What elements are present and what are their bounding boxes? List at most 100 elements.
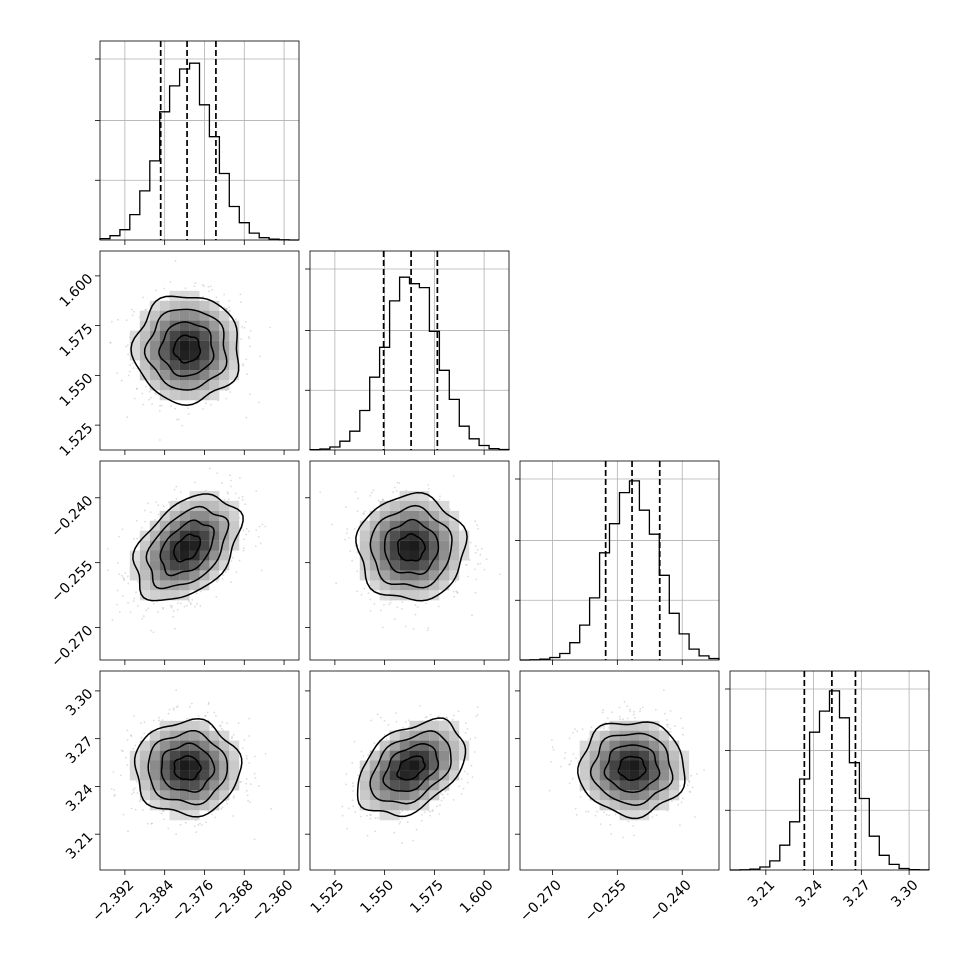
scatter-point — [134, 744, 137, 747]
density-cell — [139, 780, 150, 791]
scatter-point — [189, 590, 192, 593]
scatter-point — [474, 568, 476, 571]
scatter-point — [245, 778, 248, 780]
scatter-point — [202, 295, 205, 298]
scatter-point — [477, 527, 480, 530]
density-cell — [149, 530, 160, 541]
density-cell — [179, 550, 190, 561]
scatter-point — [223, 306, 226, 309]
scatter-point — [175, 689, 178, 692]
density-cell — [419, 520, 430, 531]
density-cell — [419, 560, 430, 571]
density-cell — [139, 790, 150, 801]
density-cell — [179, 780, 190, 791]
scatter-point — [351, 799, 354, 802]
scatter-point — [153, 602, 155, 605]
density-cell — [219, 550, 230, 561]
scatter-point — [181, 424, 184, 427]
density-cell — [209, 310, 220, 321]
contour-level-0 — [397, 533, 426, 562]
density-cell — [149, 730, 160, 741]
scatter-point — [470, 764, 473, 767]
density-cell — [369, 510, 380, 521]
density-cell — [219, 350, 230, 361]
scatter-point — [206, 711, 209, 714]
scatter-point — [175, 418, 178, 421]
scatter-point — [377, 499, 380, 502]
scatter-point — [424, 716, 427, 719]
scatter-point — [440, 792, 443, 795]
scatter-point — [168, 708, 171, 711]
scatter-point — [175, 485, 178, 488]
contour-level-3 — [132, 493, 244, 602]
density-cell — [369, 570, 380, 581]
scatter-point — [401, 601, 404, 603]
scatter-point — [352, 805, 354, 808]
density-cell — [199, 550, 210, 561]
density-cell — [139, 540, 150, 551]
scatter-point — [173, 488, 176, 491]
scatter-point — [135, 591, 137, 594]
scatter-point — [118, 611, 121, 613]
scatter-point — [173, 709, 175, 711]
density-cell — [199, 330, 210, 341]
scatter-point — [244, 321, 247, 323]
scatter-point — [393, 831, 396, 834]
density-cell — [129, 330, 140, 341]
scatter-point — [412, 628, 415, 630]
scatter-point — [158, 716, 160, 719]
density-cell — [439, 570, 450, 581]
scatter-point — [249, 393, 251, 395]
density-cell — [409, 490, 420, 501]
density-cell — [179, 810, 190, 821]
scatter-point — [136, 519, 138, 522]
scatter-point — [264, 525, 267, 528]
scatter-point — [460, 778, 463, 780]
scatter-point — [406, 821, 409, 823]
density-cell — [169, 290, 180, 301]
scatter-point — [149, 511, 152, 513]
scatter-point — [188, 705, 191, 708]
density-cell — [449, 570, 460, 581]
scatter-point — [194, 481, 196, 484]
density-cell — [389, 560, 400, 571]
density-cell — [219, 530, 230, 541]
scatter-point — [402, 726, 404, 729]
scatter-point — [127, 374, 130, 377]
density-cell — [179, 290, 190, 301]
density-cell — [199, 350, 210, 361]
scatter-point — [246, 794, 249, 797]
scatter-point — [195, 400, 198, 402]
scatter-point — [208, 290, 211, 293]
scatter-point — [219, 724, 222, 727]
scatter-point — [356, 590, 359, 593]
density-cell — [149, 310, 160, 321]
density-cell — [229, 370, 240, 381]
scatter-point — [255, 529, 258, 532]
scatter-point — [362, 512, 365, 514]
scatter-point — [205, 821, 208, 823]
scatter-point — [367, 592, 370, 595]
density-cell — [189, 350, 200, 361]
density-cell — [449, 560, 460, 571]
scatter-point — [464, 722, 467, 725]
density-cell — [199, 530, 210, 541]
scatter-point — [366, 834, 369, 837]
scatter-point — [485, 558, 488, 561]
density-cell — [429, 590, 440, 601]
scatter-point — [167, 827, 170, 830]
scatter-point — [383, 719, 386, 722]
density-cell — [189, 340, 200, 351]
scatter-point — [465, 564, 468, 566]
scatter-point — [229, 474, 232, 477]
scatter-point — [154, 392, 157, 394]
scatter-point — [159, 404, 161, 407]
scatter-point — [207, 703, 210, 705]
density-cell — [439, 530, 450, 541]
scatter-point — [385, 738, 388, 741]
density-cell — [189, 500, 200, 511]
scatter-point — [259, 355, 262, 358]
scatter-point — [207, 285, 210, 288]
scatter-point — [242, 363, 244, 365]
scatter-point — [141, 617, 144, 620]
